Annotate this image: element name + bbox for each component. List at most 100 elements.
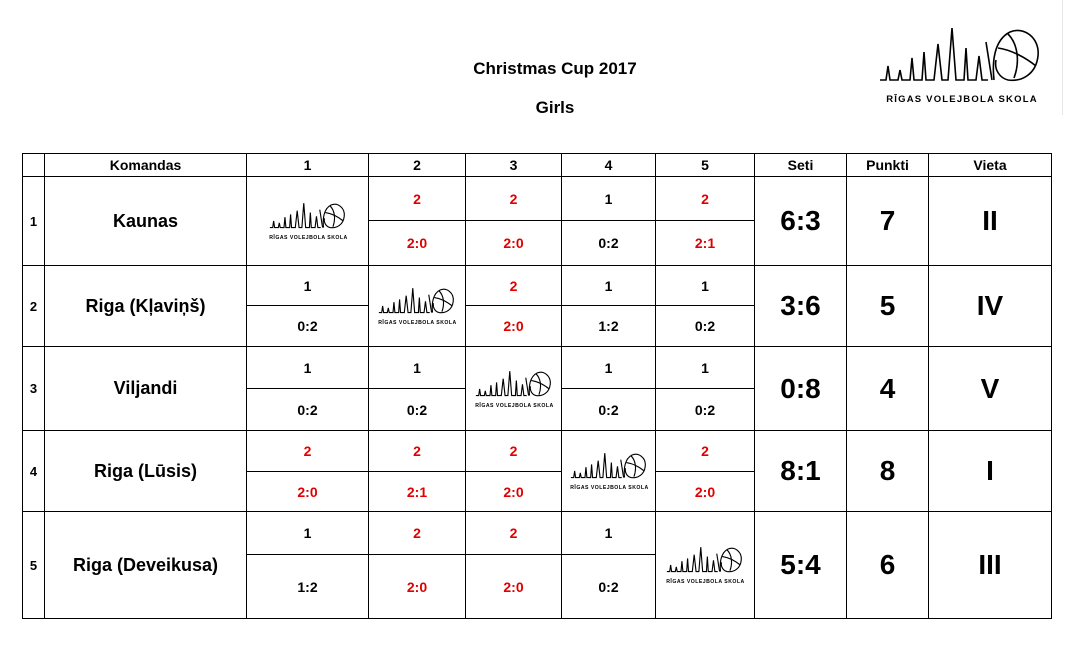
match-points: 1 [561,265,656,306]
total-sets: 8:1 [754,430,847,512]
match-points: 2 [465,176,562,221]
match-score: 0:2 [655,388,755,431]
school-logo-small: RĪGAS VOLEJBOLA SKOLA [570,453,648,491]
match-points: 2 [655,176,755,221]
logo-text-small: RĪGAS VOLEJBOLA SKOLA [378,319,456,326]
match-score: 2:0 [465,471,562,512]
team-row-scores: 2:0 2:1 2:0 2:0 [23,471,1052,512]
match-points: 2 [655,430,755,472]
header-col-3: 3 [465,153,562,177]
match-points: 2 [368,511,466,555]
final-place: IV [928,265,1052,347]
row-number: 4 [22,430,45,512]
self-match-logo: RĪGAS VOLEJBOLA SKOLA [368,265,466,347]
match-points: 1 [561,176,656,221]
row-number: 2 [22,265,45,347]
total-points: 7 [846,176,929,266]
team-row-scores: 1:2 2:0 2:0 0:2 [23,554,1052,619]
header-col-5: 5 [655,153,755,177]
match-score: 2:0 [246,471,369,512]
match-score: 0:2 [246,388,369,431]
match-points: 1 [655,346,755,389]
header-row: Komandas 1 2 3 4 5 Seti Punkti Vieta [22,153,1052,177]
logo-text-small: RĪGAS VOLEJBOLA SKOLA [475,401,553,408]
team-row: 5 Riga (Deveikusa) 1 2 2 1 RĪGAS VOLEJBOLA SKO… [22,511,1052,619]
logo-text-small: RĪGAS VOLEJBOLA SKOLA [666,578,744,585]
header-col-2: 2 [368,153,466,177]
self-match-logo: RĪGAS VOLEJBOLA SKOLA [465,346,562,431]
match-points: 1 [655,265,755,306]
row-number: 5 [22,511,45,619]
total-sets: 6:3 [754,176,847,266]
match-score: 2:0 [368,220,466,266]
team-name: Riga (Deveikusa) [44,511,247,619]
header-sets: Seti [754,153,847,177]
logo-text-small: RĪGAS VOLEJBOLA SKOLA [570,484,648,491]
match-points: 1 [246,511,369,555]
total-points: 6 [846,511,929,619]
team-row: 4 Riga (Lūsis) 2 2 2 RĪGAS VOLEJBOLA SKOLA 2 8:… [22,430,1052,512]
match-score: 0:2 [561,554,656,619]
match-points: 2 [465,430,562,472]
total-sets: 5:4 [754,511,847,619]
match-score: 0:2 [246,305,369,347]
match-score: 0:2 [368,388,466,431]
match-score: 2:0 [465,554,562,619]
match-points: 2 [246,430,369,472]
self-match-logo: RĪGAS VOLEJBOLA SKOLA [246,176,369,266]
header-col-4: 4 [561,153,656,177]
school-logo: RĪGAS VOLEJBOLA SKOLA [880,27,1039,105]
team-name: Riga (Lūsis) [44,430,247,512]
final-place: II [928,176,1052,266]
match-points: 1 [561,346,656,389]
team-row-scores: 0:2 2:0 1:2 0:2 [23,305,1052,347]
page-title: Christmas Cup 2017 [473,59,637,78]
match-points: 2 [465,511,562,555]
logo-text-small: RĪGAS VOLEJBOLA SKOLA [269,234,347,241]
match-score: 1:2 [246,554,369,619]
page-subtitle: Girls [535,98,575,117]
total-points: 5 [846,265,929,347]
team-name: Riga (Kļaviņš) [44,265,247,347]
match-points: 1 [246,346,369,389]
total-points: 4 [846,346,929,431]
school-logo-small: RĪGAS VOLEJBOLA SKOLA [666,547,744,585]
header-index [22,153,45,177]
row-number: 1 [22,176,45,266]
match-score: 2:0 [465,220,562,266]
match-points: 2 [368,430,466,472]
final-place: V [928,346,1052,431]
row-number: 3 [22,346,45,431]
team-row: 2 Riga (Kļaviņš) 1 RĪGAS VOLEJBOLA SKOLA 2 1 1… [22,265,1052,347]
school-logo-small: RĪGAS VOLEJBOLA SKOLA [269,203,347,241]
school-logo-small: RĪGAS VOLEJBOLA SKOLA [378,288,456,326]
match-score: 2:1 [368,471,466,512]
self-match-logo: RĪGAS VOLEJBOLA SKOLA [655,511,755,619]
team-row-scores: 0:2 0:2 0:2 0:2 [23,388,1052,431]
header-col-1: 1 [246,153,369,177]
logo-text: RĪGAS VOLEJBOLA SKOLA [886,94,1038,105]
header-place: Vieta [928,153,1052,177]
results-table: Komandas 1 2 3 4 5 Seti Punkti Vieta 1 Ka… [22,153,1052,619]
match-score: 2:1 [655,220,755,266]
match-points: 2 [368,176,466,221]
match-score: 0:2 [561,388,656,431]
match-score: 2:0 [465,305,562,347]
match-score: 0:2 [655,305,755,347]
match-score: 2:0 [368,554,466,619]
team-name: Kaunas [44,176,247,266]
header-points: Punkti [846,153,929,177]
match-points: 1 [561,511,656,555]
match-points: 1 [246,265,369,306]
match-score: 1:2 [561,305,656,347]
self-match-logo: RĪGAS VOLEJBOLA SKOLA [561,430,656,512]
final-place: I [928,430,1052,512]
total-sets: 0:8 [754,346,847,431]
match-score: 0:2 [561,220,656,266]
match-points: 2 [465,265,562,306]
header-team: Komandas [44,153,247,177]
total-points: 8 [846,430,929,512]
match-score: 2:0 [655,471,755,512]
total-sets: 3:6 [754,265,847,347]
team-row-scores: 2:0 2:0 0:2 2:1 [23,220,1052,266]
